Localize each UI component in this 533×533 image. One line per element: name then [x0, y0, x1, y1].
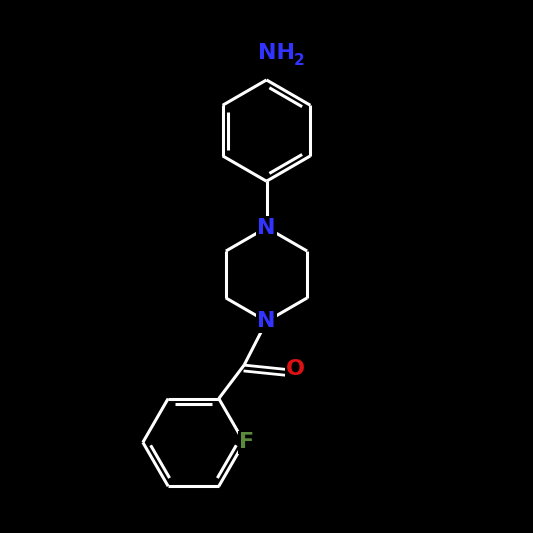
Text: N: N [257, 311, 276, 332]
Text: F: F [239, 432, 254, 453]
Text: N: N [257, 217, 276, 238]
Text: 2: 2 [294, 53, 305, 68]
Text: O: O [286, 359, 305, 379]
Text: NH: NH [257, 43, 295, 63]
